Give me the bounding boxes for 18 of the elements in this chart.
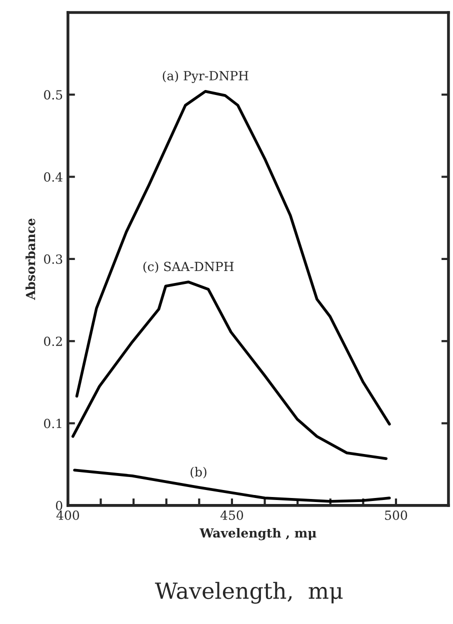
y-tick-label: 0.3 bbox=[44, 254, 62, 264]
y-tick-label: 0.1 bbox=[44, 418, 62, 428]
line-series bbox=[71, 280, 388, 460]
y-tick-label: 0.4 bbox=[44, 172, 62, 182]
y-tick-label: 0.2 bbox=[44, 336, 62, 346]
y-axis-title: Absorbance bbox=[26, 218, 36, 300]
series-label: (a) Pyr-DNPH bbox=[162, 70, 248, 84]
text: Wavelength, mμ bbox=[154, 582, 343, 604]
y-tick-label: 0.5 bbox=[44, 90, 62, 100]
x-tick-label: 500 bbox=[385, 510, 408, 520]
x-axis-title: Wavelength , mμ bbox=[200, 528, 316, 540]
series-label: (b) bbox=[190, 466, 206, 478]
line-series bbox=[73, 468, 391, 503]
x-tick-label: 400 bbox=[56, 510, 80, 520]
y-tick-label: 0 bbox=[56, 500, 62, 510]
series-label: (c) SAA-DNPH bbox=[143, 262, 234, 273]
line-series bbox=[75, 90, 391, 426]
x-tick-label: 450 bbox=[220, 510, 244, 520]
